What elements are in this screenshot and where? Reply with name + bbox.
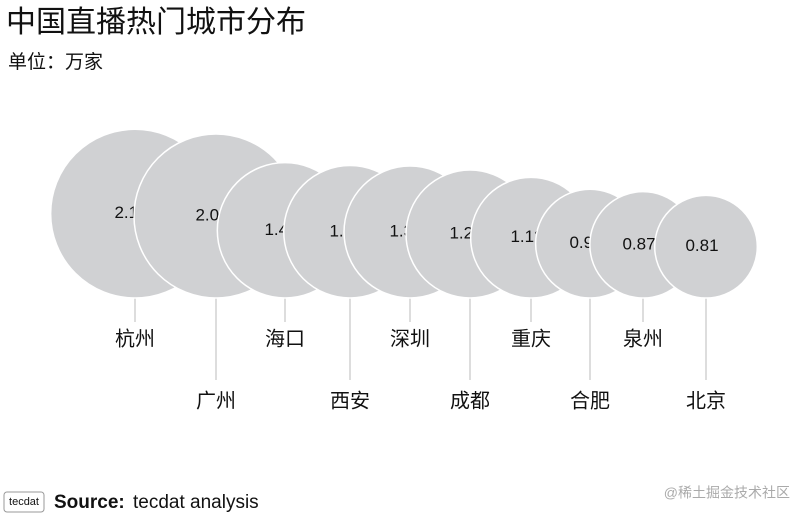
bubble: [653, 194, 759, 299]
footer: tecdat Source: tecdat analysis @稀土掘金技术社区: [3, 485, 790, 513]
value-label: 0.87: [622, 234, 655, 253]
category-label: 西安: [330, 389, 370, 412]
category-label: 北京: [686, 389, 726, 412]
logo: tecdat: [9, 496, 39, 508]
value-label: 0.81: [685, 236, 718, 255]
chart-title: 中国直播热门城市分布: [6, 6, 306, 39]
logo-box: [3, 491, 45, 513]
category-label: 深圳: [390, 327, 430, 350]
category-label: 重庆: [511, 327, 551, 350]
category-label: 合肥: [570, 389, 610, 412]
category-label: 海口: [265, 327, 305, 350]
source: tecdat analysis: [133, 492, 259, 513]
category-label: 泉州: [623, 327, 663, 350]
category-label: 杭州: [115, 327, 155, 350]
chart-subtitle: 单位：万家: [8, 51, 103, 73]
source-label: Source:: [54, 492, 125, 513]
category-label: 成都: [450, 389, 490, 412]
category-label: 广州: [196, 389, 236, 412]
watermark: @稀土掘金技术社区: [664, 485, 790, 501]
